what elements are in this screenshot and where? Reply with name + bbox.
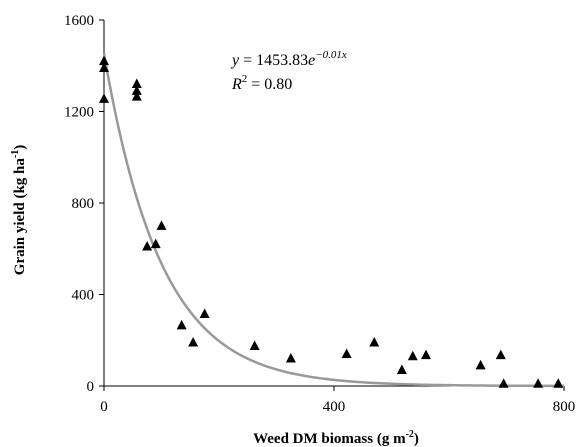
x-tick-label: 800: [553, 399, 576, 415]
data-point: [341, 348, 352, 358]
data-point: [421, 349, 431, 360]
y-tick-label: 0: [87, 379, 95, 395]
data-point: [99, 93, 109, 103]
data-point: [188, 337, 199, 347]
y-tick-label: 1200: [64, 105, 94, 121]
fit-curve: [102, 53, 565, 388]
data-point: [498, 378, 509, 388]
data-point: [142, 240, 153, 251]
data-point: [407, 350, 418, 361]
data-points: [99, 55, 564, 388]
y-tick-label: 1600: [64, 13, 94, 29]
data-point: [495, 349, 506, 360]
data-point: [99, 55, 109, 66]
r-squared-label: R2 = 0.80: [231, 73, 292, 93]
fit-curve-group: [102, 53, 565, 388]
data-point: [131, 78, 142, 89]
y-tick-label: 400: [72, 288, 95, 304]
data-point: [150, 238, 161, 249]
data-point: [199, 308, 210, 318]
data-point: [249, 340, 260, 350]
y-axis: 0 400 800 1200 1600: [64, 13, 105, 395]
data-point: [131, 85, 142, 95]
data-point: [553, 378, 564, 388]
y-tick-label: 800: [72, 196, 95, 212]
x-axis: 0 400 800: [100, 385, 576, 415]
data-point: [285, 353, 296, 363]
x-tick-label: 400: [323, 399, 346, 415]
x-axis-title: Weed DM biomass (g m-2): [253, 429, 419, 447]
data-point: [131, 91, 142, 101]
data-point: [156, 220, 167, 230]
x-tick-label: 0: [100, 399, 108, 415]
y-axis-title: Grain yield (kg ha-1): [10, 145, 28, 275]
data-point: [533, 378, 544, 388]
equation-label: y = 1453.83e−0.01x: [230, 49, 347, 69]
data-point: [99, 62, 109, 73]
data-point: [475, 359, 486, 370]
data-point: [396, 364, 407, 374]
data-point: [176, 319, 187, 330]
data-point: [369, 337, 380, 347]
